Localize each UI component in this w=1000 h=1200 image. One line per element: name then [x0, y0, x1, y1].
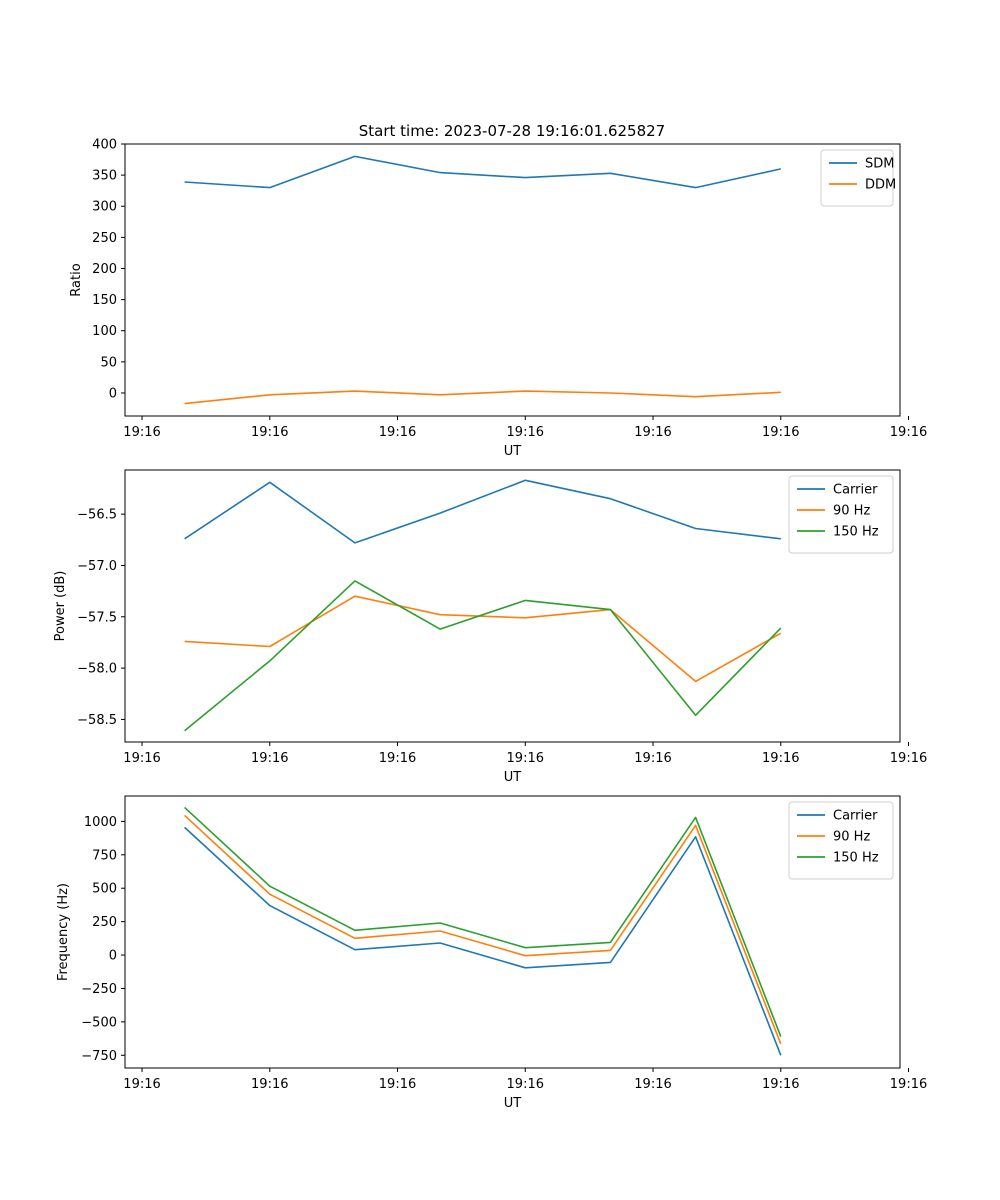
y-tick-label: −56.5 [77, 508, 117, 523]
x-tick-label: 19:16 [379, 425, 416, 440]
legend-box [788, 475, 894, 554]
series-line-sdm [184, 155, 781, 189]
legend-label: Carrier [833, 809, 878, 824]
y-axis-label: Power (dB) [53, 571, 68, 642]
y-tick-label: 300 [92, 200, 117, 215]
legend-box [788, 801, 894, 880]
x-tick-label: 19:16 [379, 1077, 416, 1092]
series-line-90-hz [184, 595, 782, 683]
legend-label: Carrier [833, 483, 878, 498]
legend-box [820, 149, 894, 207]
y-tick-label: 250 [92, 915, 117, 930]
subplot-1: 0 50 100 150 200 250 300 350 400 19:16 19:16 19:16 1… [69, 138, 927, 460]
x-tick-label: 19:16 [762, 751, 799, 766]
y-axis-label: Ratio [69, 263, 84, 296]
x-tick-label: 19:16 [251, 425, 288, 440]
x-tick-label: 19:16 [507, 1077, 544, 1092]
legend-label: 150 Hz [833, 851, 879, 866]
x-tick-label: 19:16 [890, 425, 927, 440]
legend: Carrier 90 Hz 150 Hz [788, 475, 894, 554]
y-tick-label: 50 [100, 355, 117, 370]
y-tick-label: −750 [81, 1049, 117, 1064]
axes-frame [124, 795, 901, 1069]
x-tick-label: 19:16 [634, 425, 671, 440]
y-tick-label: 400 [92, 138, 117, 153]
x-tick-label: 19:16 [890, 751, 927, 766]
y-tick-label: −500 [81, 1015, 117, 1030]
axes-frame [124, 469, 901, 743]
series-line-150-hz [184, 580, 782, 732]
y-tick-label: 0 [109, 949, 117, 964]
y-tick-label: −58.0 [77, 662, 117, 677]
legend-label: 90 Hz [833, 504, 870, 519]
series-line-150-hz [184, 806, 782, 1037]
x-tick-label: 19:16 [507, 425, 544, 440]
y-tick-label: 200 [92, 262, 117, 277]
y-tick-label: −57.0 [77, 559, 117, 574]
x-axis-label: UT [504, 770, 522, 785]
x-axis-label: UT [504, 1096, 522, 1111]
y-tick-label: 750 [92, 848, 117, 863]
x-tick-label: 19:16 [123, 1077, 160, 1092]
y-tick-label: 150 [92, 293, 117, 308]
y-axis-label: Frequency (Hz) [56, 883, 71, 981]
subplot-3: 1000 750 500 250 0 −250 −500 −750 19:16 19:16 19:1… [56, 795, 927, 1111]
series-line-ddm [184, 390, 781, 405]
x-tick-label: 19:16 [123, 425, 160, 440]
y-tick-label: −58.5 [77, 713, 117, 728]
subplot-2: −56.5 −57.0 −57.5 −58.0 −58.5 19:16 19:16 19:16… [53, 469, 927, 785]
y-tick-label: 350 [92, 169, 117, 184]
series-line-carrier [184, 479, 781, 544]
series-line-carrier [184, 826, 782, 1056]
y-tick-label: 0 [109, 386, 117, 401]
y-tick-label: 100 [92, 324, 117, 339]
x-tick-label: 19:16 [379, 751, 416, 766]
x-tick-label: 19:16 [890, 1077, 927, 1092]
x-tick-label: 19:16 [251, 751, 288, 766]
legend: SDM DDM [820, 149, 896, 207]
x-tick-label: 19:16 [762, 1077, 799, 1092]
figure-title: Start time: 2023-07-28 19:16:01.625827 [359, 122, 665, 140]
x-axis-label: UT [504, 444, 522, 459]
axes-frame [124, 143, 901, 417]
series-line-90-hz [184, 814, 782, 1045]
legend-label: SDM [865, 157, 894, 172]
x-tick-label: 19:16 [634, 751, 671, 766]
x-tick-label: 19:16 [251, 1077, 288, 1092]
y-tick-label: −57.5 [77, 610, 117, 625]
x-tick-label: 19:16 [762, 425, 799, 440]
legend-label: 150 Hz [833, 525, 879, 540]
x-tick-label: 19:16 [507, 751, 544, 766]
x-tick-label: 19:16 [634, 1077, 671, 1092]
y-tick-label: 500 [92, 882, 117, 897]
x-tick-label: 19:16 [123, 751, 160, 766]
y-tick-label: −250 [81, 982, 117, 997]
legend-label: 90 Hz [833, 830, 870, 845]
legend-label: DDM [865, 178, 896, 193]
legend: Carrier 90 Hz 150 Hz [788, 801, 894, 880]
y-tick-label: 1000 [84, 815, 117, 830]
y-tick-label: 250 [92, 231, 117, 246]
